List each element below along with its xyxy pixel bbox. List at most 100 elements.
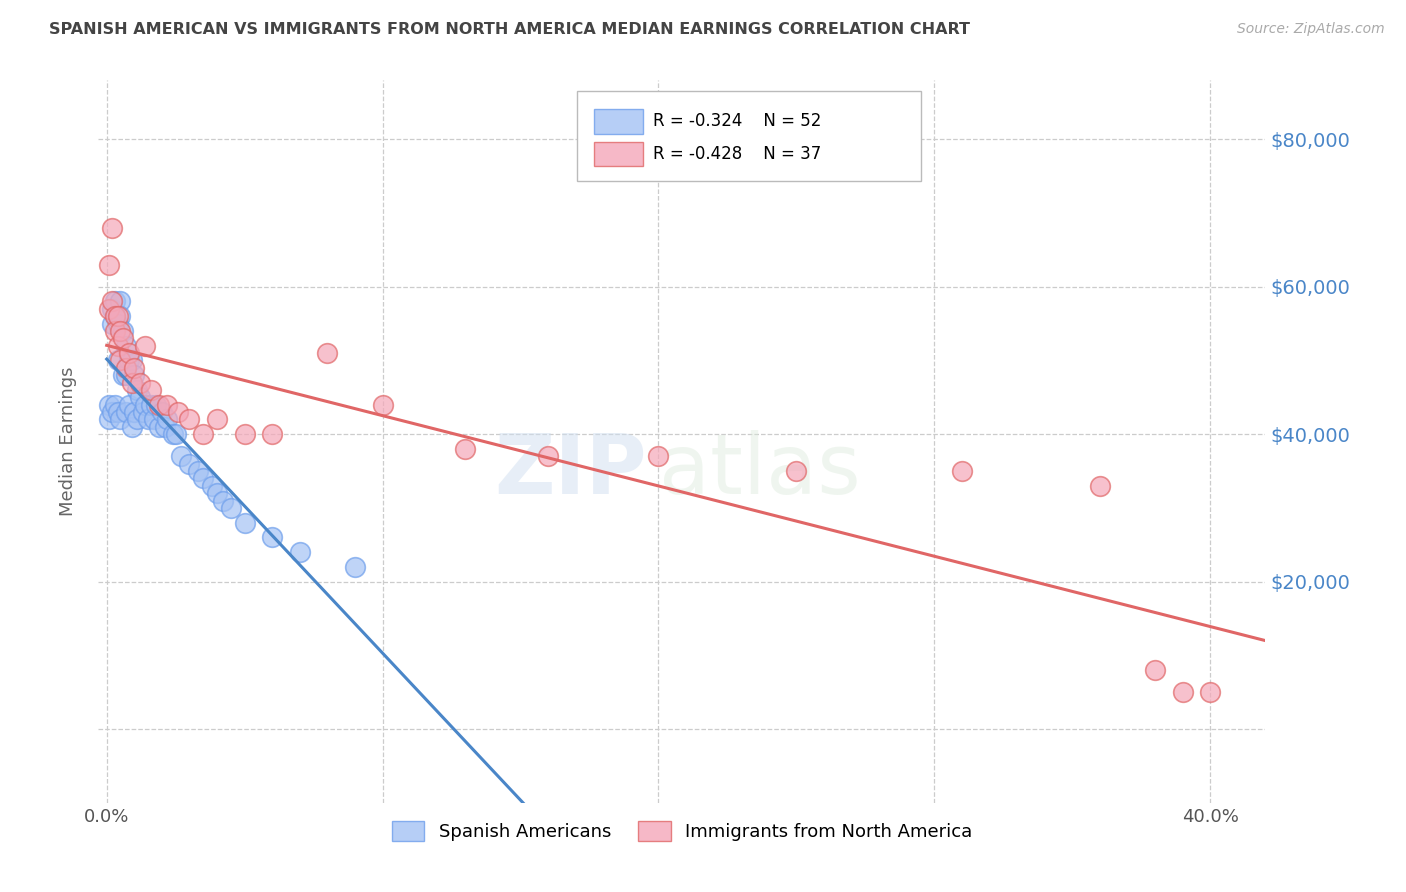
Point <box>118 398 141 412</box>
Point <box>124 360 146 375</box>
Point <box>110 309 132 323</box>
Point <box>150 405 173 419</box>
Point <box>193 471 215 485</box>
Point <box>112 368 135 383</box>
Point <box>785 464 807 478</box>
Point <box>156 398 179 412</box>
Point <box>167 405 190 419</box>
Point <box>148 398 170 412</box>
Point <box>134 398 156 412</box>
Point <box>200 479 222 493</box>
Point <box>136 412 159 426</box>
Text: R = -0.324    N = 52: R = -0.324 N = 52 <box>652 112 821 130</box>
Point <box>134 339 156 353</box>
Point <box>121 376 143 390</box>
Point <box>98 258 121 272</box>
Point <box>104 309 127 323</box>
Point <box>187 464 209 478</box>
Point <box>101 294 124 309</box>
Point <box>131 405 153 419</box>
Point <box>101 317 124 331</box>
Point <box>110 412 132 426</box>
Point <box>110 324 132 338</box>
Point <box>125 383 148 397</box>
Point <box>104 294 127 309</box>
Y-axis label: Median Earnings: Median Earnings <box>59 367 77 516</box>
Point <box>233 516 256 530</box>
Point <box>1199 685 1222 699</box>
Point <box>128 390 150 404</box>
Point <box>165 427 187 442</box>
Point <box>112 324 135 338</box>
Point <box>115 368 138 383</box>
Legend: Spanish Americans, Immigrants from North America: Spanish Americans, Immigrants from North… <box>384 814 980 848</box>
Point <box>104 309 127 323</box>
Point <box>101 301 124 316</box>
Point <box>233 427 256 442</box>
Point <box>107 405 129 419</box>
Point <box>98 398 121 412</box>
Point <box>205 412 228 426</box>
Point <box>112 331 135 345</box>
Point <box>115 405 138 419</box>
Point <box>170 450 193 464</box>
Point <box>179 457 201 471</box>
Text: ZIP: ZIP <box>495 430 647 511</box>
Point <box>148 419 170 434</box>
Point <box>128 376 150 390</box>
Point <box>101 405 124 419</box>
Point <box>205 486 228 500</box>
Text: R = -0.428    N = 37: R = -0.428 N = 37 <box>652 145 821 163</box>
Point <box>193 427 215 442</box>
Point <box>110 294 132 309</box>
Point <box>179 412 201 426</box>
Point <box>125 412 148 426</box>
Point <box>1171 685 1194 699</box>
FancyBboxPatch shape <box>595 142 644 166</box>
Point <box>1088 479 1111 493</box>
Point <box>107 317 129 331</box>
Point <box>107 339 129 353</box>
Point <box>211 493 233 508</box>
Point <box>124 405 146 419</box>
Point <box>104 398 127 412</box>
Point <box>647 450 669 464</box>
Point <box>343 560 366 574</box>
Point <box>139 398 162 412</box>
Point <box>101 220 124 235</box>
Point <box>262 530 284 544</box>
Point <box>118 346 141 360</box>
Point <box>262 427 284 442</box>
Point <box>162 427 184 442</box>
Point <box>139 383 162 397</box>
Text: Source: ZipAtlas.com: Source: ZipAtlas.com <box>1237 22 1385 37</box>
Point <box>316 346 339 360</box>
Point <box>107 353 129 368</box>
Text: SPANISH AMERICAN VS IMMIGRANTS FROM NORTH AMERICA MEDIAN EARNINGS CORRELATION CH: SPANISH AMERICAN VS IMMIGRANTS FROM NORT… <box>49 22 970 37</box>
Point <box>288 545 311 559</box>
Point <box>98 412 121 426</box>
Point <box>950 464 973 478</box>
Point <box>1144 663 1167 677</box>
Point <box>98 301 121 316</box>
Point <box>115 360 138 375</box>
Point <box>153 419 176 434</box>
Point <box>110 353 132 368</box>
Text: atlas: atlas <box>658 430 860 511</box>
Point <box>145 398 167 412</box>
Point <box>121 419 143 434</box>
Point <box>537 450 560 464</box>
Point <box>219 500 242 515</box>
Point <box>115 339 138 353</box>
Point <box>104 324 127 338</box>
Point <box>121 353 143 368</box>
Point <box>142 412 165 426</box>
Point <box>454 442 477 456</box>
Point <box>107 309 129 323</box>
Point <box>118 353 141 368</box>
FancyBboxPatch shape <box>595 109 644 134</box>
Point <box>156 412 179 426</box>
Point <box>371 398 394 412</box>
Point <box>124 368 146 383</box>
FancyBboxPatch shape <box>576 91 921 181</box>
